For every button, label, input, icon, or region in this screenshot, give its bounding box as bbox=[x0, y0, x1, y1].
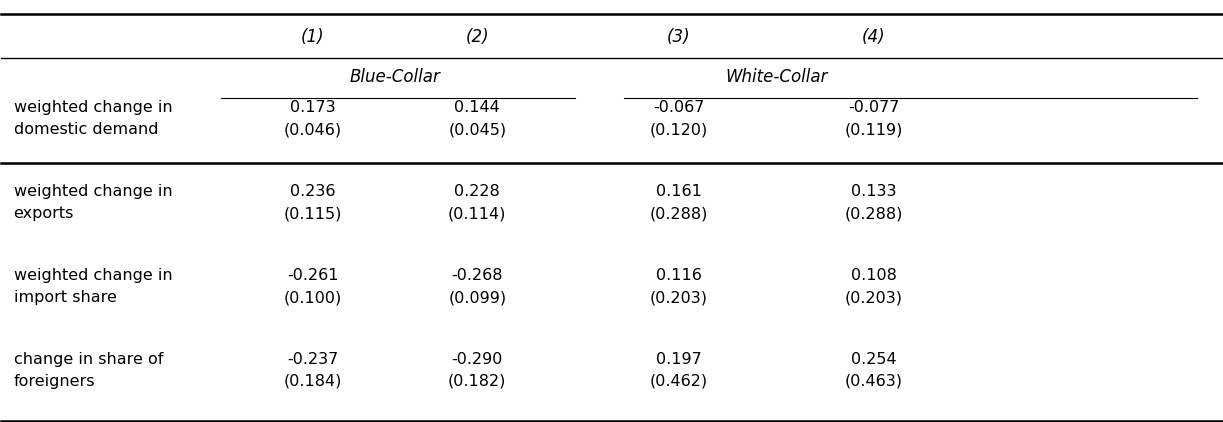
Text: -0.237
(0.184): -0.237 (0.184) bbox=[284, 352, 341, 389]
Text: weighted change in
import share: weighted change in import share bbox=[13, 268, 172, 305]
Text: -0.067
(0.120): -0.067 (0.120) bbox=[649, 100, 708, 138]
Text: 0.161
(0.288): 0.161 (0.288) bbox=[649, 184, 708, 221]
Text: weighted change in
exports: weighted change in exports bbox=[13, 184, 172, 221]
Text: -0.268
(0.099): -0.268 (0.099) bbox=[448, 268, 506, 305]
Text: 0.108
(0.203): 0.108 (0.203) bbox=[845, 268, 903, 305]
Text: (3): (3) bbox=[667, 28, 691, 46]
Text: -0.261
(0.100): -0.261 (0.100) bbox=[284, 268, 341, 305]
Text: 0.254
(0.463): 0.254 (0.463) bbox=[845, 352, 903, 389]
Text: -0.077
(0.119): -0.077 (0.119) bbox=[845, 100, 903, 138]
Text: White-Collar: White-Collar bbox=[725, 68, 828, 86]
Text: 0.116
(0.203): 0.116 (0.203) bbox=[649, 268, 708, 305]
Text: weighted change in
domestic demand: weighted change in domestic demand bbox=[13, 100, 172, 138]
Text: 0.236
(0.115): 0.236 (0.115) bbox=[284, 184, 341, 221]
Text: -0.290
(0.182): -0.290 (0.182) bbox=[448, 352, 506, 389]
Text: (2): (2) bbox=[466, 28, 489, 46]
Text: 0.197
(0.462): 0.197 (0.462) bbox=[649, 352, 708, 389]
Text: (4): (4) bbox=[862, 28, 885, 46]
Text: change in share of
foreigners: change in share of foreigners bbox=[13, 352, 163, 389]
Text: 0.133
(0.288): 0.133 (0.288) bbox=[845, 184, 903, 221]
Text: 0.228
(0.114): 0.228 (0.114) bbox=[448, 184, 506, 221]
Text: Blue-Collar: Blue-Collar bbox=[350, 68, 440, 86]
Text: (1): (1) bbox=[301, 28, 324, 46]
Text: 0.144
(0.045): 0.144 (0.045) bbox=[448, 100, 506, 138]
Text: 0.173
(0.046): 0.173 (0.046) bbox=[284, 100, 341, 138]
